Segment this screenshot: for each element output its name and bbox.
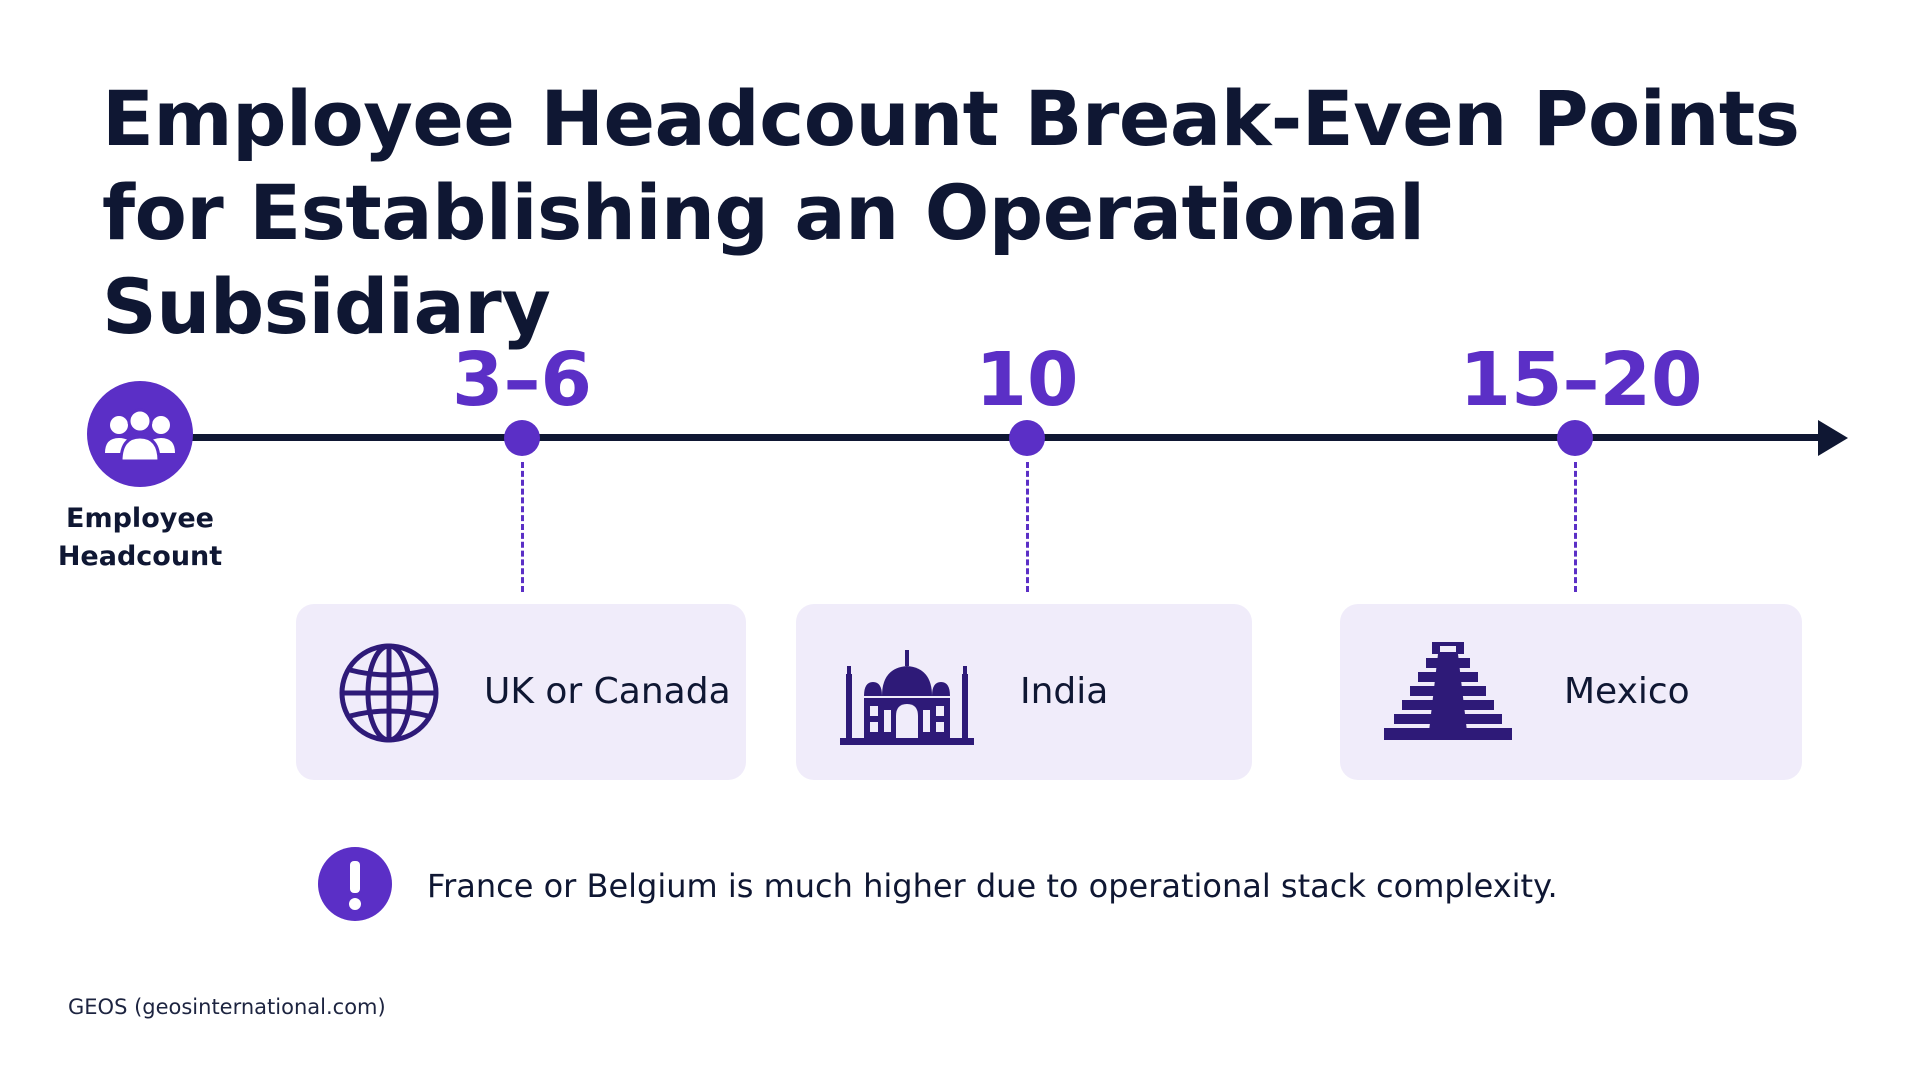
milestone-country: UK or Canada — [484, 671, 731, 712]
milestone-connector — [1574, 462, 1577, 592]
note-text: France or Belgium is much higher due to … — [427, 867, 1558, 905]
globe-icon — [334, 638, 444, 748]
people-group-icon — [87, 381, 193, 487]
milestone-country: Mexico — [1564, 671, 1690, 712]
milestone-dot — [1009, 420, 1045, 456]
page-title: Employee Headcount Break-Even Points for… — [102, 74, 1800, 351]
milestone-dot — [1557, 420, 1593, 456]
timeline-axis — [170, 434, 1835, 441]
source-credit: GEOS (geosinternational.com) — [68, 995, 386, 1019]
milestone-country: India — [1020, 671, 1109, 712]
taj-mahal-icon — [840, 638, 980, 748]
milestone-card-uk-canada: UK or Canada — [296, 604, 746, 780]
milestone-connector — [1026, 462, 1029, 592]
milestone-value: 3–6 — [452, 337, 592, 423]
timeline-arrow-icon — [1818, 420, 1848, 456]
milestone-card-india: India — [796, 604, 1252, 780]
axis-label: Employee Headcount — [57, 503, 223, 572]
milestone-card-mexico: Mexico — [1340, 604, 1802, 780]
milestone-connector — [521, 462, 524, 592]
milestone-value: 15–20 — [1459, 337, 1703, 423]
exclamation-icon — [318, 847, 392, 921]
pyramid-icon — [1380, 638, 1520, 748]
milestone-value: 10 — [975, 337, 1079, 423]
milestone-dot — [504, 420, 540, 456]
